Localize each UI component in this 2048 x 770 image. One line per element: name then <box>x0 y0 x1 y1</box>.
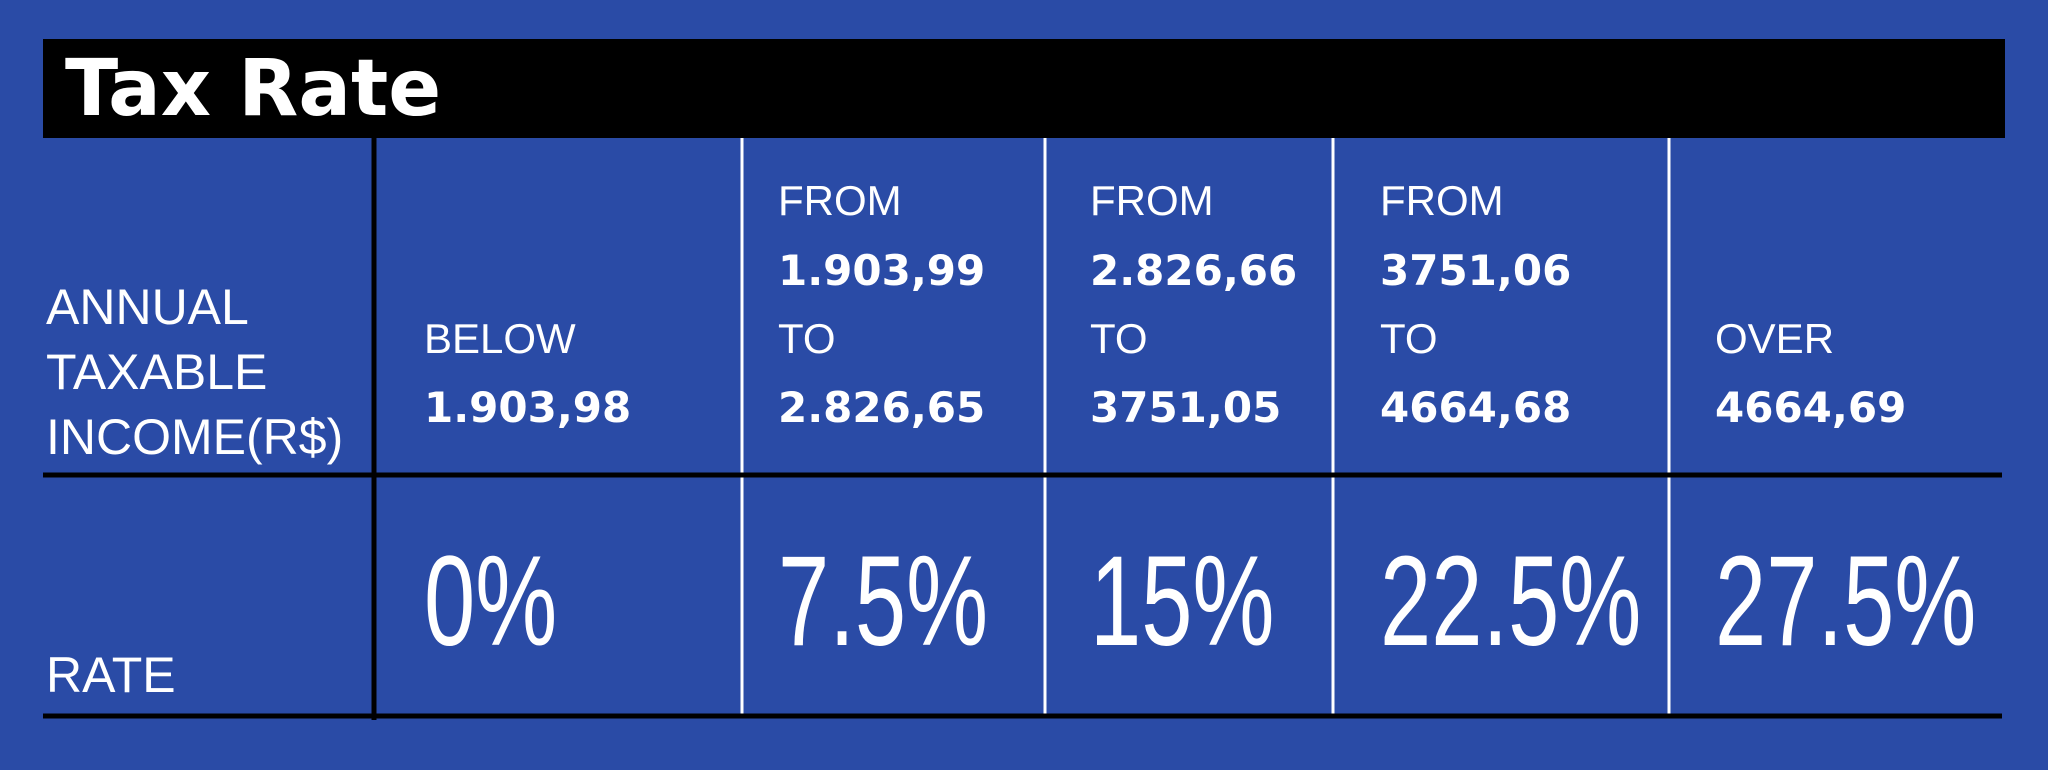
income-amount: 3751,05 <box>1090 383 1281 432</box>
title: Tax Rate <box>65 44 441 134</box>
income-label: TO <box>1090 315 1148 362</box>
income-amount: 2.826,66 <box>1090 246 1297 295</box>
rate-value: 7.5% <box>778 529 988 672</box>
income-label: BELOW <box>424 315 576 362</box>
income-amount: 2.826,65 <box>778 383 985 432</box>
income-amount: 4664,69 <box>1715 383 1906 432</box>
income-amount: 1.903,98 <box>424 383 631 432</box>
rate-value: 15% <box>1090 529 1274 672</box>
row-header: INCOME(R$) <box>46 409 343 465</box>
income-amount: 4664,68 <box>1380 383 1571 432</box>
income-amount: 3751,06 <box>1380 246 1571 295</box>
income-label: FROM <box>778 177 902 224</box>
rate-value: 0% <box>424 529 557 672</box>
income-amount: 1.903,99 <box>778 246 985 295</box>
income-label: TO <box>778 315 836 362</box>
rate-value: 22.5% <box>1380 529 1641 672</box>
table-rules <box>43 138 2002 720</box>
title-bar <box>43 39 2005 138</box>
income-label: FROM <box>1090 177 1214 224</box>
row-header: RATE <box>46 647 176 703</box>
row-header: ANNUAL <box>46 279 249 335</box>
income-label: OVER <box>1715 315 1834 362</box>
rate-value: 27.5% <box>1715 529 1976 672</box>
row-header: TAXABLE <box>46 344 267 400</box>
column-dividers <box>740 138 1671 716</box>
income-label: TO <box>1380 315 1438 362</box>
income-label: FROM <box>1380 177 1504 224</box>
